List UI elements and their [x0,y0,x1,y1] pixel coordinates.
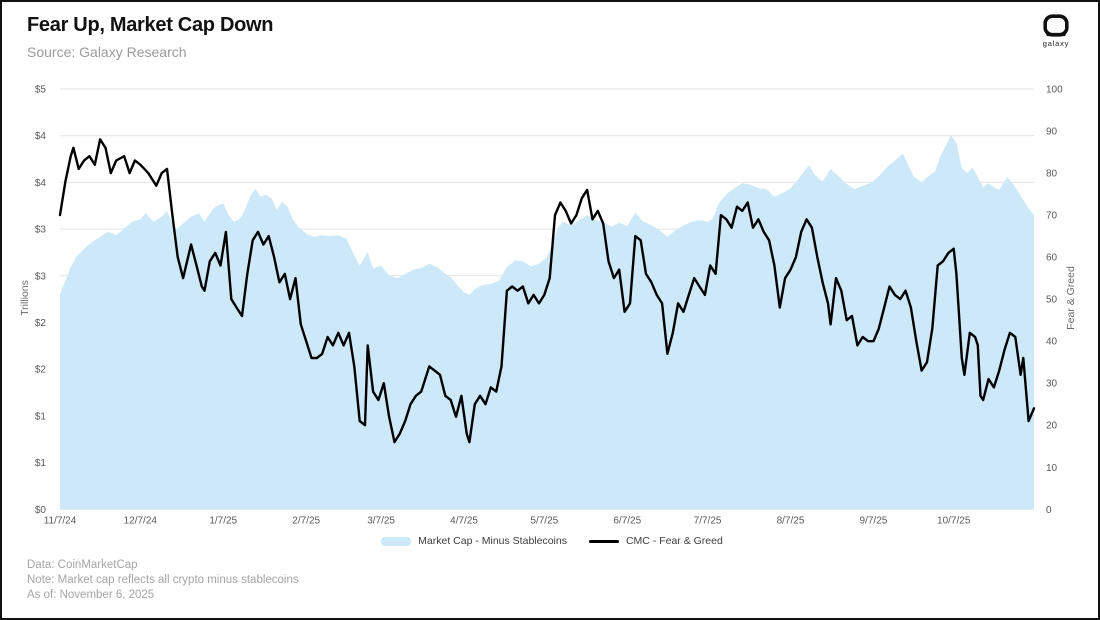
x-axis-tick-label: 10/7/25 [937,515,971,526]
x-axis-tick-label: 11/7/24 [44,515,77,526]
source-subtitle: Source: Galaxy Research [27,44,187,60]
right-axis-tick-label: 40 [1046,337,1058,348]
fear-greed-line-series [58,138,1036,444]
footnote-note: Note: Market cap reflects all crypto min… [27,574,299,586]
x-axis-tick-label: 1/7/25 [209,515,237,526]
legend: Market Cap - Minus Stablecoins CMC - Fea… [2,535,1098,547]
x-axis-tick-label: 7/7/25 [694,515,722,526]
galaxy-logo-text: galaxy [1042,39,1070,48]
left-axis-tick-label: $3 [35,271,47,282]
left-axis-tick-label: $2 [35,365,47,376]
left-axis-tick-label: $5 [35,85,47,96]
x-axis-tick-label: 5/7/25 [530,515,558,526]
right-axis-tick-label: 20 [1046,421,1058,432]
right-axis-tick-label: 60 [1046,253,1058,264]
right-axis-tick-label: 90 [1046,127,1058,138]
right-axis-tick-label: 80 [1046,169,1058,180]
right-axis-tick-label: 10 [1046,463,1058,474]
right-axis-tick-label: 70 [1046,211,1058,222]
market-cap-swatch-icon [381,536,412,546]
footnote-data-source: Data: CoinMarketCap [27,559,138,571]
right-axis-tick-label: 30 [1046,379,1058,390]
left-axis-tick-label: $2 [35,318,47,329]
x-axis-tick-label: 12/7/24 [124,515,158,526]
page-title: Fear Up, Market Cap Down [27,14,274,36]
x-axis-tick-label: 4/7/25 [450,515,478,526]
x-axis-tick-label: 6/7/25 [613,515,641,526]
galaxy-logo: galaxy [1034,14,1078,48]
left-axis-tick-label: $1 [35,458,47,469]
x-axis-tick-label: 2/7/25 [292,515,320,526]
market-cap-area-series [60,135,1034,510]
left-axis-tick-label: $1 [35,411,47,422]
legend-label-market-cap: Market Cap - Minus Stablecoins [418,535,567,547]
right-axis-title: Fear & Greed [1065,266,1077,330]
footnote-as-of: As of: November 6, 2025 [27,589,155,601]
right-axis-tick-label: 50 [1046,295,1058,306]
x-axis-tick-label: 8/7/25 [777,515,805,526]
right-axis-tick-label: 100 [1046,85,1063,96]
x-axis-tick-label: 3/7/25 [367,515,395,526]
left-axis-tick-label: $4 [35,178,47,189]
right-axis-tick-label: 0 [1046,505,1052,516]
left-axis-tick-label: $4 [35,131,47,142]
legend-item-market-cap: Market Cap - Minus Stablecoins [381,535,567,547]
galaxy-logo-icon [1034,14,1078,38]
legend-label-fear-greed: CMC - Fear & Greed [625,535,723,547]
legend-item-fear-greed: CMC - Fear & Greed [588,535,723,547]
left-axis-title: Trillions [19,280,31,316]
footnotes: Data: CoinMarketCap Note: Market cap ref… [27,558,299,603]
x-axis-tick-label: 9/7/25 [860,515,888,526]
left-axis-tick-label: $3 [35,225,47,236]
fear-greed-swatch-icon [588,539,619,543]
left-axis-tick-label: $0 [35,505,47,516]
